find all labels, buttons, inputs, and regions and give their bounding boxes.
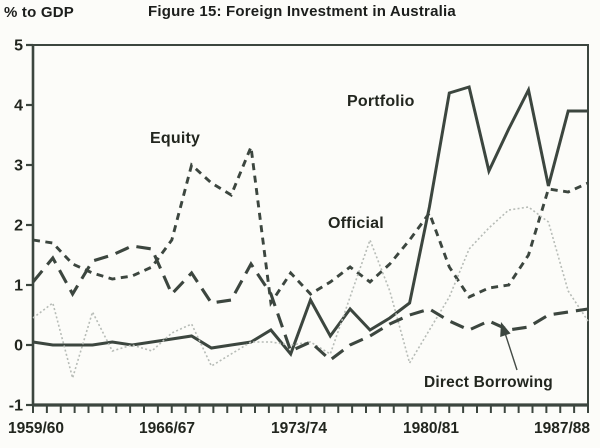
y-tick-label: -1 xyxy=(9,398,23,415)
y-tick-label: 1 xyxy=(14,278,23,295)
direct-borrowing-arrow-shaft xyxy=(504,332,518,371)
y-axis-unit-label: % to GDP xyxy=(4,4,74,21)
y-tick-label: 0 xyxy=(14,338,23,355)
series-line-equity xyxy=(32,141,589,308)
series-line-direct-borrowing xyxy=(31,244,589,363)
series-label-equity: Equity xyxy=(150,130,201,147)
y-tick-label: 2 xyxy=(14,218,23,235)
series-label-direct-borrowing: Direct Borrowing xyxy=(424,374,553,391)
x-tick-label: 1987/88 xyxy=(534,420,590,437)
x-tick-label: 1980/81 xyxy=(403,420,459,437)
y-tick-label: 3 xyxy=(14,158,23,175)
direct-borrowing-arrowhead xyxy=(500,322,511,337)
series-line-official xyxy=(32,206,589,381)
series-label-official: Official xyxy=(328,215,384,232)
figure-title: Figure 15: Foreign Investment in Austral… xyxy=(148,3,456,20)
series-label-portfolio: Portfolio xyxy=(347,93,415,110)
y-tick-label: 4 xyxy=(14,98,23,115)
series-line-portfolio xyxy=(32,85,588,357)
x-tick-label: 1973/74 xyxy=(271,420,327,437)
y-tick-label: 5 xyxy=(14,38,23,55)
x-tick-label: 1966/67 xyxy=(139,420,195,437)
x-tick-label: 1959/60 xyxy=(8,420,64,437)
plot-border xyxy=(32,44,589,406)
